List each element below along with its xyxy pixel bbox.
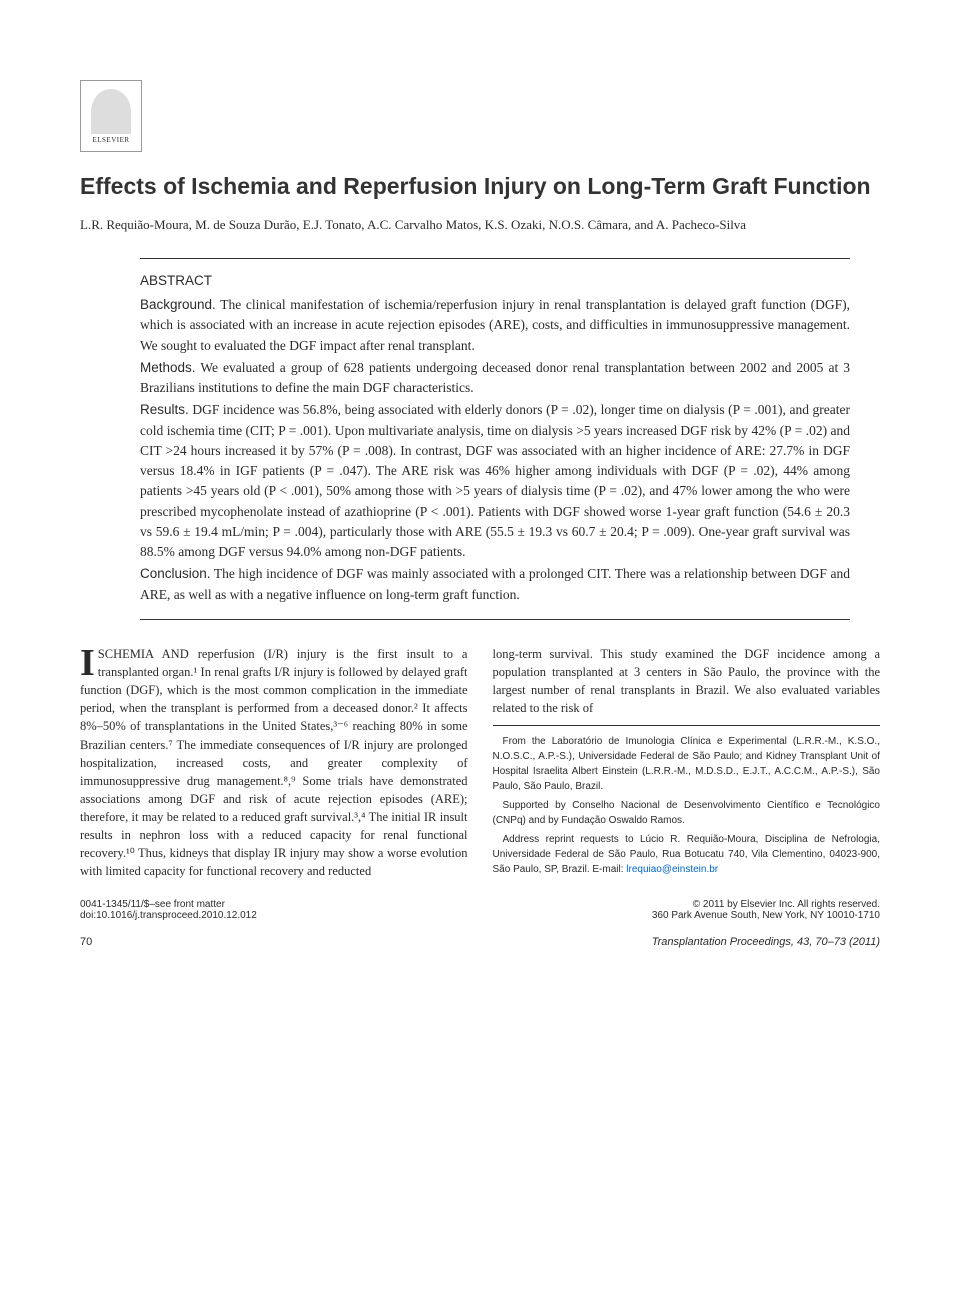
body-column-right: long-term survival. This study examined … [493,645,881,882]
article-title: Effects of Ischemia and Reperfusion Inju… [80,172,880,202]
body-col2-text: long-term survival. This study examined … [493,645,881,718]
dropcap-letter: I [80,645,98,679]
footer-right: © 2011 by Elsevier Inc. All rights reser… [652,899,880,921]
abstract-background: Background. The clinical manifestation o… [140,295,850,356]
abstract-methods-label: Methods. [140,360,196,375]
abstract-conclusion-label: Conclusion. [140,566,211,581]
affiliations-box: From the Laboratório de Imunologia Clíni… [493,725,881,877]
page-number: 70 [80,936,92,948]
abstract-box: ABSTRACT Background. The clinical manife… [140,258,850,620]
footer-left: 0041-1345/11/$–see front matter doi:10.1… [80,899,257,921]
logo-label: ELSEVIER [92,136,129,144]
abstract-conclusion-text: The high incidence of DGF was mainly ass… [140,566,850,601]
abstract-results: Results. DGF incidence was 56.8%, being … [140,400,850,562]
doi-line: doi:10.1016/j.transproceed.2010.12.012 [80,910,257,921]
front-matter-line: 0041-1345/11/$–see front matter [80,899,257,910]
footer-meta: 0041-1345/11/$–see front matter doi:10.1… [80,899,880,921]
abstract-background-text: The clinical manifestation of ischemia/r… [140,297,850,353]
elsevier-logo-icon: ELSEVIER [80,80,142,152]
abstract-heading: ABSTRACT [140,271,850,291]
address-line: 360 Park Avenue South, New York, NY 1001… [652,910,880,921]
page-footer: 70 Transplantation Proceedings, 43, 70–7… [80,936,880,948]
abstract-background-label: Background. [140,297,216,312]
journal-citation: Transplantation Proceedings, 43, 70–73 (… [652,936,880,948]
body-column-left: ISCHEMIA AND reperfusion (I/R) injury is… [80,645,468,882]
affiliation-reprint: Address reprint requests to Lúcio R. Req… [493,832,881,877]
abstract-results-text: DGF incidence was 56.8%, being associate… [140,402,850,559]
publisher-logo: ELSEVIER [80,80,880,152]
author-list: L.R. Requião-Moura, M. de Souza Durão, E… [80,217,880,233]
logo-tree-icon [91,89,131,134]
page-container: ELSEVIER Effects of Ischemia and Reperfu… [0,0,960,988]
first-words: SCHEMIA AND [98,647,189,661]
abstract-methods: Methods. We evaluated a group of 628 pat… [140,358,850,399]
email-link[interactable]: lrequiao@einstein.br [626,864,718,875]
affiliation-support: Supported by Conselho Nacional de Desenv… [493,798,881,828]
copyright-line: © 2011 by Elsevier Inc. All rights reser… [652,899,880,910]
body-col1-text: reperfusion (I/R) injury is the first in… [80,647,468,879]
body-two-column: ISCHEMIA AND reperfusion (I/R) injury is… [80,645,880,882]
abstract-conclusion: Conclusion. The high incidence of DGF wa… [140,564,850,605]
affiliation-from: From the Laboratório de Imunologia Clíni… [493,734,881,794]
abstract-results-label: Results. [140,402,189,417]
abstract-methods-text: We evaluated a group of 628 patients und… [140,360,850,395]
